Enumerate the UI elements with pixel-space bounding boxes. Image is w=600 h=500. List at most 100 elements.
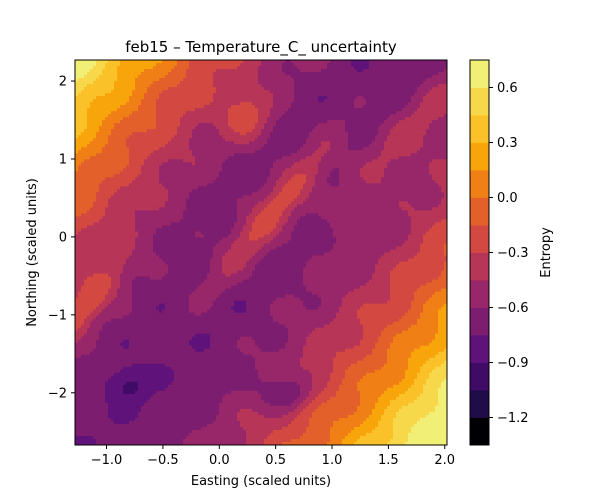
- contour-cell: [354, 60, 358, 64]
- contour-cell: [183, 63, 187, 67]
- contour-cell: [183, 66, 187, 70]
- contour-cell: [99, 138, 103, 142]
- contour-cell: [96, 123, 100, 127]
- contour-cell: [174, 93, 178, 97]
- contour-cell: [183, 96, 187, 100]
- contour-cell: [423, 138, 427, 142]
- contour-cell: [117, 174, 121, 178]
- contour-cell: [258, 153, 262, 157]
- contour-cell: [207, 114, 211, 118]
- contour-cell: [198, 171, 202, 175]
- contour-cell: [423, 153, 427, 157]
- contour-cell: [378, 93, 382, 97]
- contour-cell: [387, 111, 391, 115]
- contour-cell: [177, 168, 181, 172]
- contour-cell: [411, 87, 415, 91]
- contour-cell: [225, 69, 229, 73]
- contour-cell: [180, 126, 184, 130]
- contour-cell: [306, 93, 310, 97]
- contour-cell: [102, 66, 106, 70]
- contour-cell: [153, 93, 157, 97]
- contour-cell: [243, 105, 247, 109]
- contour-cell: [99, 141, 103, 145]
- contour-cell: [399, 132, 403, 136]
- contour-cell: [438, 81, 442, 85]
- contour-cell: [129, 111, 133, 115]
- contour-cell: [387, 138, 391, 142]
- contour-cell: [393, 60, 397, 64]
- contour-cell: [390, 177, 394, 181]
- contour-cell: [159, 165, 163, 169]
- contour-cell: [297, 117, 301, 121]
- contour-cell: [135, 120, 139, 124]
- contour-cell: [144, 162, 148, 166]
- contour-cell: [87, 87, 91, 91]
- contour-cell: [189, 75, 193, 79]
- contour-cell: [246, 111, 250, 115]
- contour-cell: [219, 144, 223, 148]
- contour-cell: [93, 81, 97, 85]
- contour-cell: [213, 177, 217, 181]
- contour-cell: [369, 156, 373, 160]
- contour-cell: [345, 150, 349, 154]
- contour-cell: [390, 78, 394, 82]
- contour-cell: [315, 177, 319, 181]
- contour-cell: [429, 102, 433, 106]
- contour-cell: [426, 72, 430, 76]
- contour-cell: [114, 180, 118, 184]
- contour-cell: [414, 90, 418, 94]
- contour-cell: [219, 147, 223, 151]
- contour-cell: [99, 126, 103, 130]
- contour-cell: [405, 168, 409, 172]
- contour-cell: [309, 129, 313, 133]
- contour-cell: [315, 84, 319, 88]
- contour-cell: [201, 99, 205, 103]
- contour-cell: [381, 177, 385, 181]
- contour-cell: [162, 117, 166, 121]
- contour-cell: [300, 84, 304, 88]
- contour-cell: [192, 60, 196, 64]
- contour-cell: [306, 156, 310, 160]
- contour-cell: [240, 177, 244, 181]
- contour-cell: [120, 123, 124, 127]
- contour-cell: [219, 111, 223, 115]
- contour-cell: [420, 177, 424, 181]
- contour-cell: [78, 129, 82, 133]
- contour-cell: [441, 123, 445, 127]
- contour-cell: [417, 117, 421, 121]
- contour-cell: [228, 153, 232, 157]
- contour-cell: [153, 126, 157, 130]
- contour-cell: [342, 111, 346, 115]
- contour-cell: [171, 168, 175, 172]
- contour-cell: [429, 111, 433, 115]
- contour-cell: [222, 147, 226, 151]
- contour-cell: [162, 174, 166, 178]
- contour-cell: [423, 135, 427, 139]
- contour-cell: [264, 111, 268, 115]
- contour-cell: [285, 93, 289, 97]
- contour-cell: [396, 60, 400, 64]
- contour-cell: [438, 96, 442, 100]
- contour-cell: [99, 153, 103, 157]
- contour-cell: [357, 171, 361, 175]
- contour-cell: [84, 93, 88, 97]
- contour-cell: [354, 72, 358, 76]
- contour-cell: [222, 123, 226, 127]
- contour-cell: [279, 93, 283, 97]
- contour-cell: [285, 123, 289, 127]
- contour-cell: [255, 72, 259, 76]
- contour-cell: [99, 156, 103, 160]
- contour-cell: [201, 69, 205, 73]
- contour-cell: [264, 123, 268, 127]
- contour-cell: [339, 114, 343, 118]
- contour-cell: [303, 138, 307, 142]
- contour-cell: [414, 66, 418, 70]
- contour-cell: [204, 132, 208, 136]
- contour-cell: [360, 60, 364, 64]
- contour-cell: [444, 102, 447, 106]
- contour-cell: [345, 117, 349, 121]
- contour-cell: [234, 114, 238, 118]
- contour-cell: [138, 81, 142, 85]
- contour-cell: [201, 132, 205, 136]
- contour-cell: [363, 120, 367, 124]
